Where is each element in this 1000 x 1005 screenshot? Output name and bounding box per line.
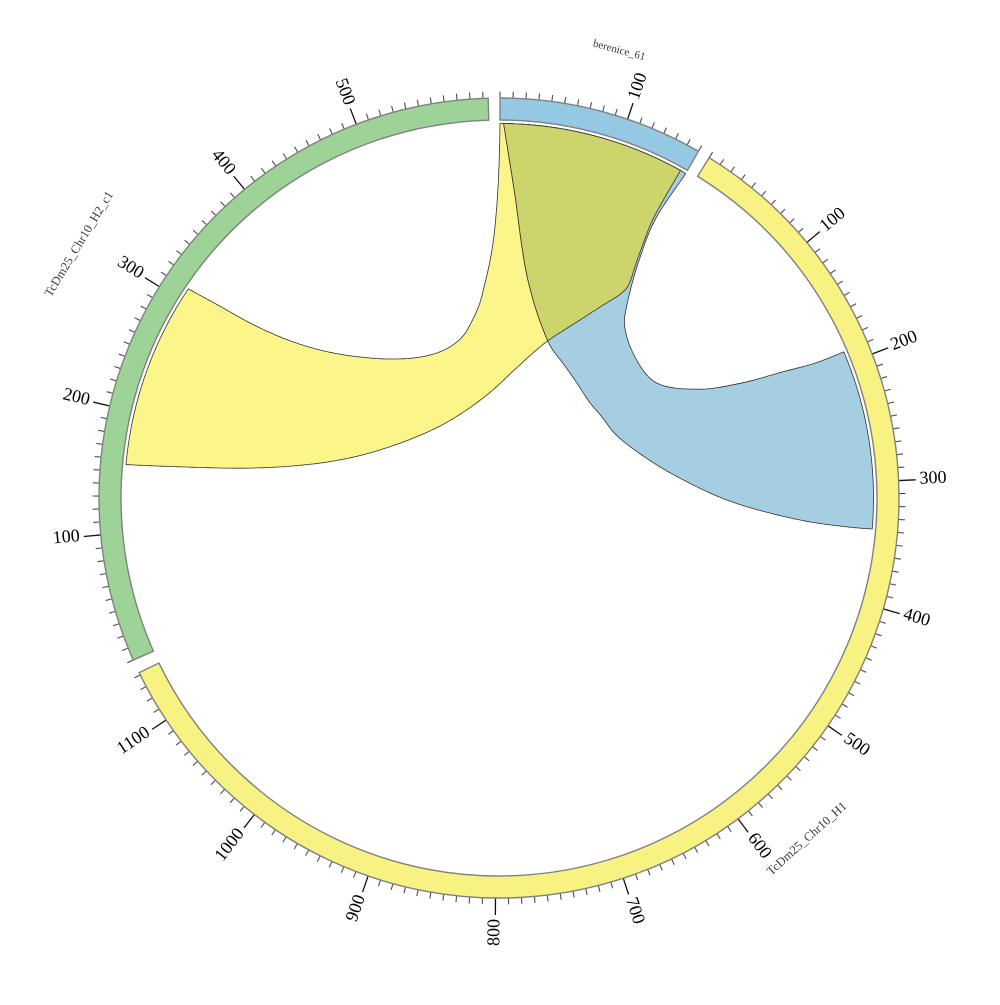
svg-text:800: 800 (483, 919, 503, 946)
svg-text:100: 100 (52, 525, 81, 547)
svg-text:300: 300 (919, 467, 947, 488)
